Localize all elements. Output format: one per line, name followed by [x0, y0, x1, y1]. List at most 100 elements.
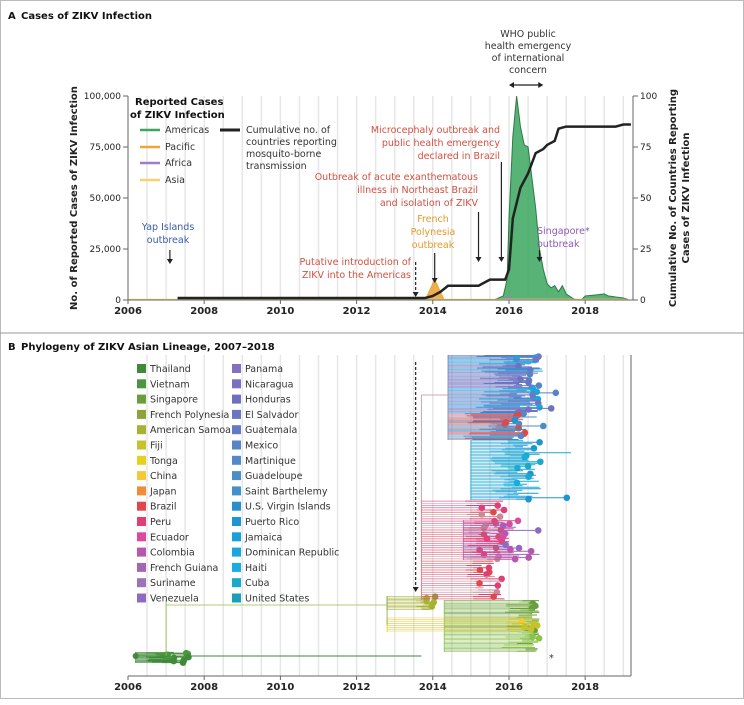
legend-label-cuba: Cuba	[245, 578, 270, 589]
phylogeny-tree	[132, 353, 572, 666]
tip	[513, 479, 521, 487]
legend-swatch	[232, 547, 241, 557]
legend-label-asia: Asia	[165, 175, 185, 186]
annot-fp-1: French	[417, 214, 449, 225]
legend-swatch	[137, 517, 146, 526]
y2-axis-label-2: Cases of ZIKV Infection	[681, 133, 692, 264]
legend-swatch	[137, 440, 146, 450]
tip	[502, 541, 509, 549]
tip	[506, 520, 513, 528]
annot-acute-1: Outbreak of acute exanthematous	[315, 172, 478, 183]
tip	[501, 421, 509, 429]
legend-label-tonga: Tonga	[149, 456, 178, 467]
tip	[483, 571, 490, 578]
arrow-putative-head	[412, 292, 419, 297]
tip	[530, 444, 538, 452]
y2-axis-label-1: Cumulative No. of Countries Reporting	[668, 89, 679, 307]
legend-swatch	[232, 471, 241, 481]
series-cumulative	[177, 123, 631, 300]
annot-who-3: of international	[492, 53, 565, 64]
tip	[511, 555, 519, 563]
tip	[179, 659, 187, 666]
tip	[185, 653, 192, 661]
tip	[520, 410, 527, 417]
legend-swatch	[137, 409, 146, 419]
legend-swatch	[137, 364, 146, 373]
tip	[515, 424, 522, 432]
legend-swatch	[232, 532, 241, 542]
tip	[525, 495, 532, 503]
legend-label-cumulative-3: mosquito-borne	[246, 149, 321, 160]
tip	[170, 657, 177, 665]
arrow-microcephaly-head	[498, 257, 505, 262]
annot-who-4: concern	[509, 65, 547, 76]
tip	[525, 473, 532, 481]
tip	[514, 464, 521, 472]
tip	[490, 593, 497, 600]
arrow-introduction-tree-head	[412, 587, 419, 592]
y-tick-label: 25,000	[90, 245, 122, 255]
y-axis-label: No. of Reported Cases of ZIKV Infection	[69, 86, 80, 310]
legend-label-cumulative-2: countries reporting	[246, 137, 337, 148]
y2-tick-label: 75	[640, 143, 651, 153]
legend-swatch	[137, 455, 146, 465]
annot-who-1: WHO public	[500, 29, 556, 40]
tip	[535, 382, 543, 389]
tip	[492, 520, 500, 527]
legend-swatch	[232, 455, 241, 465]
tip	[534, 527, 542, 534]
annot-who-2: health emergency	[485, 41, 572, 52]
x-tick-label: 2006	[114, 682, 142, 693]
x-tick-label: 2014	[419, 306, 447, 317]
tip	[517, 432, 525, 440]
tip	[507, 546, 514, 553]
tip	[525, 379, 532, 386]
annot-yap-2: outbreak	[147, 235, 190, 246]
legend-label-americas: Americas	[165, 125, 209, 136]
annot-yap-1: Yap Islands	[141, 222, 195, 233]
legend-label-u-s-virgin-islands: U.S. Virgin Islands	[245, 502, 331, 513]
tip	[547, 405, 555, 412]
legend-label-american-samoa: American Samoa	[150, 425, 231, 436]
legend-swatch	[137, 501, 146, 511]
tip	[525, 554, 533, 561]
legend-label-honduras: Honduras	[245, 395, 291, 406]
y2-tick-label: 100	[640, 92, 657, 102]
singapore-marker: *	[549, 653, 554, 664]
legend-label-saint-barthelemy: Saint Barthelemy	[245, 486, 328, 497]
legend-label-ecuador: Ecuador	[150, 532, 189, 543]
legend-label-french-polynesia: French Polynesia	[150, 410, 229, 421]
panel-b-title: Phylogeny of ZIKV Asian Lineage, 2007–20…	[21, 342, 275, 353]
legend-swatch	[137, 547, 146, 557]
arrow-singapore-head	[536, 257, 543, 262]
annot-acute-3: and isolation of ZIKV	[380, 198, 479, 209]
legend-swatch	[232, 364, 241, 373]
legend-label-jamaica: Jamaica	[244, 532, 282, 543]
legend-label-vietnam: Vietnam	[150, 379, 190, 390]
legend-label-haiti: Haiti	[245, 563, 267, 574]
legend-swatch	[232, 562, 241, 572]
legend-swatch	[137, 486, 146, 496]
legend-swatch	[232, 409, 241, 419]
tip	[498, 575, 505, 583]
legend-swatch	[232, 425, 241, 435]
x-tick-label: 2016	[495, 682, 523, 693]
tip	[539, 422, 547, 430]
tip	[476, 580, 483, 587]
annot-micro-3: declared in Brazil	[418, 151, 500, 162]
legend-a: Reported Cases of ZIKV Infection America…	[130, 97, 337, 186]
legend-swatch	[137, 471, 146, 481]
legend-label-suriname: Suriname	[150, 578, 196, 589]
legend-label-puerto-rico: Puerto Rico	[245, 517, 299, 528]
tip	[535, 635, 543, 642]
legend-swatch	[137, 379, 146, 389]
tip	[500, 506, 508, 514]
tip	[552, 389, 560, 397]
legend-label-thailand: Thailand	[149, 364, 191, 375]
panel-a-letter: A	[8, 11, 16, 22]
legend-label-africa: Africa	[165, 158, 192, 169]
legend-swatch	[137, 578, 146, 588]
legend-swatch	[137, 394, 146, 404]
y2-tick-label: 0	[640, 296, 646, 306]
